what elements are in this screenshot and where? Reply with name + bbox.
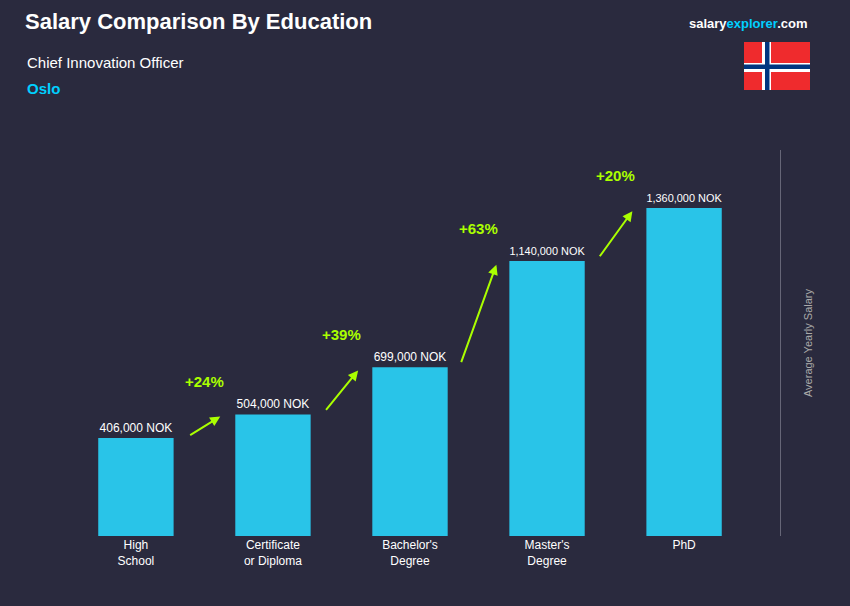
svg-text:504,000 NOK: 504,000 NOK (237, 397, 310, 411)
svg-text:+63%: +63% (459, 220, 498, 237)
svg-text:+39%: +39% (322, 326, 361, 343)
svg-text:Bachelor'sDegree: Bachelor'sDegree (382, 538, 438, 568)
svg-text:+20%: +20% (596, 167, 635, 184)
svg-text:PhD: PhD (672, 538, 696, 552)
svg-text:HighSchool: HighSchool (118, 538, 155, 568)
svg-text:Chief Innovation Officer: Chief Innovation Officer (27, 54, 183, 71)
svg-text:406,000 NOK: 406,000 NOK (100, 421, 173, 435)
svg-text:+24%: +24% (185, 373, 224, 390)
svg-text:Oslo: Oslo (27, 80, 60, 97)
svg-text:1,140,000 NOK: 1,140,000 NOK (509, 245, 585, 257)
svg-text:Salary Comparison By Education: Salary Comparison By Education (25, 9, 372, 34)
svg-text:salaryexplorer.com: salaryexplorer.com (689, 16, 808, 31)
svg-text:Certificateor Diploma: Certificateor Diploma (244, 538, 302, 568)
svg-text:Average Yearly Salary: Average Yearly Salary (802, 288, 814, 397)
svg-text:1,360,000 NOK: 1,360,000 NOK (646, 192, 722, 204)
svg-text:699,000 NOK: 699,000 NOK (374, 350, 447, 364)
svg-text:Master'sDegree: Master'sDegree (525, 538, 570, 568)
